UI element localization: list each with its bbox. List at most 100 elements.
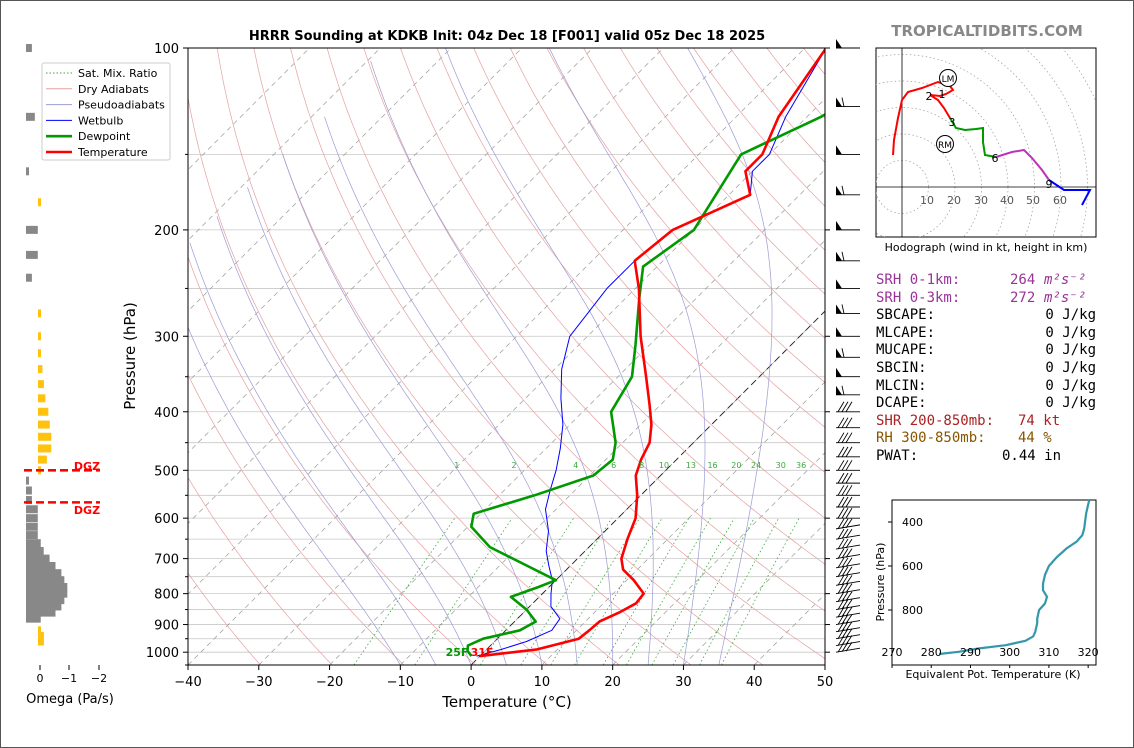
hodo-ring-label: 10 (920, 194, 934, 207)
wind-barb-flag (845, 606, 853, 617)
omega-bar (38, 407, 49, 416)
x-tick-label: −30 (245, 675, 272, 690)
zero-isotherm (470, 310, 825, 665)
isotherm (683, 522, 825, 665)
stat-row: DCAPE: 0 J/kg (876, 395, 1116, 413)
omega-bar (26, 589, 68, 598)
omega-bar (38, 626, 41, 635)
wind-barb-flag (837, 528, 845, 540)
stat-label: PWAT: (876, 447, 919, 464)
x-tick-label: −10 (387, 675, 414, 690)
y-tick-label: 1000 (146, 646, 179, 661)
stat-rh: RH 300-850mb: 44 % (876, 430, 1116, 448)
omega-bar (26, 608, 56, 617)
dry-adiabat (253, 48, 692, 665)
thetae-y-tick-label: 400 (902, 516, 923, 529)
stat-row: MLCIN: 0 J/kg (876, 378, 1116, 396)
x-tick-label: −40 (174, 675, 201, 690)
dry-adiabat (188, 95, 548, 665)
x-tick-label: 10 (534, 675, 551, 690)
wind-barb-flag (841, 97, 845, 107)
dry-adiabat (188, 572, 261, 665)
dry-adiabat (436, 48, 825, 519)
wind-barb-flag (837, 446, 845, 458)
hodo-ring-label: 40 (1000, 194, 1014, 207)
isotherm (188, 48, 523, 383)
wind-barb-flag (837, 628, 845, 639)
pseudoadiabat (687, 48, 773, 665)
wind-barb-flag (841, 614, 849, 625)
mixing-ratio-label: 2 (512, 461, 517, 470)
wind-barb-staff (835, 524, 861, 530)
stat-value: 0 J/kg (1045, 377, 1096, 394)
omega-xlabel: Omega (Pa/s) (26, 692, 114, 707)
isotherm (400, 239, 825, 665)
hodograph-trace (995, 148, 1050, 181)
omega-bar (26, 250, 38, 259)
stat-srh-01: SRH 0-1km: 264 m²s⁻² (876, 272, 1116, 290)
stat-value: 0 J/kg (1045, 342, 1096, 359)
dry-adiabat (473, 48, 825, 473)
wind-barb-pennant (836, 385, 842, 395)
dgz-label-bottom: DGZ (74, 504, 100, 517)
thetae-x-tick-label: 280 (921, 646, 942, 659)
isotherm (541, 381, 825, 665)
wind-barb-flag (841, 496, 849, 508)
wind-barb-flag (841, 304, 845, 314)
stat-label: SHR 200-850mb: (876, 412, 995, 429)
wind-barb-flag (837, 635, 845, 646)
wind-barb-staff (835, 544, 861, 550)
hodo-lm-label: LM (942, 75, 955, 85)
wind-barb-flag (845, 518, 853, 529)
mixing-ratio-label: 4 (573, 461, 578, 470)
wind-barb-flag (841, 548, 849, 559)
hodo-height-label: 9 (1046, 178, 1053, 191)
wind-barb-flag (837, 575, 845, 586)
wind-barb-flag (837, 621, 845, 632)
wind-barb-flag (845, 591, 853, 601)
omega-bar (38, 349, 41, 358)
dry-adiabat (583, 48, 825, 339)
omega-tick-0: 0 (37, 672, 44, 685)
stat-srh-03: SRH 0-3km: 272 m²s⁻² (876, 290, 1116, 308)
wind-barb-flag (841, 507, 849, 519)
omega-bar (26, 539, 41, 548)
wind-barb-pennant (836, 279, 842, 289)
stat-row: MLCAPE: 0 J/kg (876, 325, 1116, 343)
x-tick-label: 50 (817, 675, 834, 690)
wind-barb-staff (835, 563, 861, 569)
pseudoadiabat (247, 187, 507, 665)
wind-barb-flag (837, 472, 845, 484)
hodo-rm-label: RM (938, 141, 952, 151)
pseudoadiabat (548, 48, 706, 665)
omega-bar (38, 198, 41, 207)
wind-barb-flag (841, 251, 845, 261)
wind-barb-flag (845, 432, 853, 443)
isotherm (188, 48, 806, 665)
wind-barb-flag (837, 401, 845, 412)
mixing-ratio-labels: 1 2 4 6 8 10 13 16 20 24 30 36 (454, 461, 806, 470)
omega-bar (26, 554, 50, 563)
omega-bar (26, 486, 32, 495)
omega-bar (26, 546, 44, 555)
wind-barb-flag (845, 628, 853, 638)
omega-bar (26, 225, 38, 234)
stat-shr: SHR 200-850mb: 74 kt (876, 413, 1116, 431)
hodograph-trace (949, 117, 997, 158)
hodo-ring-label: 60 (1053, 194, 1067, 207)
omega-bar (26, 496, 32, 505)
legend-entry: Dewpoint (78, 130, 131, 143)
mixing-ratio-label: 1 (454, 461, 459, 470)
dry-adiabat (546, 48, 825, 384)
wind-barb-pennant (836, 220, 842, 230)
wind-barb-flag (841, 606, 849, 617)
wind-barb-flag (837, 432, 845, 443)
mixing-ratio-line (651, 517, 735, 665)
wind-barb-flag (837, 485, 845, 496)
pseudoadiabat (282, 154, 543, 665)
thetae-x-tick-label: 300 (999, 646, 1020, 659)
omega-tick-2: −2 (91, 672, 107, 685)
wind-barb-flag (845, 548, 853, 558)
